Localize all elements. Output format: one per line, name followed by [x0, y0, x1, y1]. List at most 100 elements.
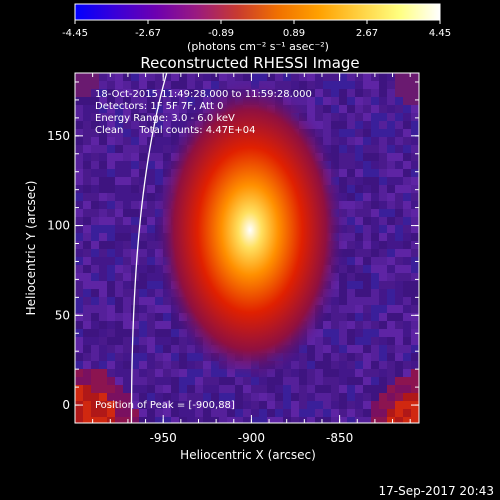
heatmap-cell [379, 273, 387, 281]
heatmap-cell [75, 417, 83, 423]
heatmap-cell [123, 233, 131, 241]
heatmap-cell [107, 153, 115, 161]
heatmap-cell [395, 249, 403, 257]
heatmap-cell [131, 209, 139, 217]
heatmap-cell [171, 329, 179, 337]
heatmap-cell [179, 409, 187, 417]
heatmap-cell [139, 297, 147, 305]
heatmap-cell [115, 409, 123, 417]
heatmap-cell [387, 73, 395, 81]
heatmap-cell [347, 385, 355, 393]
heatmap-cell [363, 361, 371, 369]
heatmap-cell [139, 385, 147, 393]
heatmap-cell [139, 321, 147, 329]
heatmap-cell [355, 321, 363, 329]
heatmap-cell [219, 73, 227, 81]
heatmap-cell [187, 369, 195, 377]
heatmap-cell [171, 353, 179, 361]
heatmap-cell [387, 113, 395, 121]
heatmap-cell [83, 361, 91, 369]
heatmap-cell [371, 145, 379, 153]
heatmap-cell [147, 105, 155, 113]
heatmap-cell [75, 121, 83, 129]
heatmap-cell [91, 113, 99, 121]
heatmap-cell [131, 313, 139, 321]
heatmap-cell [371, 105, 379, 113]
heatmap-cell [91, 209, 99, 217]
heatmap-cell [115, 401, 123, 409]
heatmap-cell [387, 329, 395, 337]
heatmap-cell [99, 265, 107, 273]
heatmap-cell [259, 417, 267, 423]
heatmap-cell [243, 393, 251, 401]
heatmap-cell [379, 321, 387, 329]
heatmap-cell [99, 273, 107, 281]
heatmap-cell [355, 385, 363, 393]
heatmap-cell [211, 417, 219, 423]
heatmap-cell [387, 185, 395, 193]
heatmap-cell [411, 369, 419, 377]
heatmap-cell [139, 313, 147, 321]
heatmap-cell [403, 281, 411, 289]
heatmap-cell [131, 145, 139, 153]
heatmap-cell [139, 113, 147, 121]
heatmap-cell [403, 217, 411, 225]
heatmap-cell [115, 201, 123, 209]
heatmap-cell [411, 233, 419, 241]
heatmap-cell [99, 209, 107, 217]
heatmap-cell [251, 417, 259, 423]
heatmap-cell [75, 249, 83, 257]
heatmap-cell [99, 217, 107, 225]
heatmap-cell [139, 265, 147, 273]
heatmap-cell [155, 393, 163, 401]
heatmap-cell [395, 257, 403, 265]
heatmap-cell [227, 417, 235, 423]
colorbar-strip [74, 3, 441, 21]
x-tick-label: -900 [238, 431, 265, 445]
y-tick-label: 150 [47, 129, 70, 143]
heatmap-cell [163, 401, 171, 409]
heatmap-cell [379, 185, 387, 193]
heatmap-cell [267, 377, 275, 385]
heatmap-cell [411, 281, 419, 289]
heatmap-cell [83, 401, 91, 409]
heatmap-cell [243, 417, 251, 423]
heatmap-cell [115, 321, 123, 329]
heatmap-cell [403, 337, 411, 345]
heatmap-cell [363, 169, 371, 177]
heatmap-cell [347, 81, 355, 89]
heatmap-cell [99, 313, 107, 321]
heatmap-cell [291, 73, 299, 81]
heatmap-cell [347, 353, 355, 361]
heatmap-cell [107, 313, 115, 321]
heatmap-cell [411, 161, 419, 169]
annotation-energy-range: Energy Range: 3.0 - 6.0 keV [95, 113, 235, 124]
heatmap-cell [163, 377, 171, 385]
heatmap-cell [131, 201, 139, 209]
heatmap-cell [163, 337, 171, 345]
heatmap-cell [147, 129, 155, 137]
heatmap-cell [131, 409, 139, 417]
heatmap-cell [131, 105, 139, 113]
heatmap-cell [99, 89, 107, 97]
heatmap-cell [347, 105, 355, 113]
heatmap-cell [155, 361, 163, 369]
heatmap-cell [235, 73, 243, 81]
heatmap-cell [99, 177, 107, 185]
heatmap-cell [75, 393, 83, 401]
heatmap-cell [147, 329, 155, 337]
heatmap-cell [347, 345, 355, 353]
heatmap-cell [291, 81, 299, 89]
heatmap-cell [83, 193, 91, 201]
heatmap-cell [107, 305, 115, 313]
heatmap-cell [339, 297, 347, 305]
heatmap-cell [83, 329, 91, 337]
heatmap-cell [347, 273, 355, 281]
heatmap-cell [187, 97, 195, 105]
heatmap-cell [315, 393, 323, 401]
heatmap-cell [411, 217, 419, 225]
heatmap-cell [283, 385, 291, 393]
heatmap-cell [115, 145, 123, 153]
heatmap-cell [347, 137, 355, 145]
heatmap-cell [379, 105, 387, 113]
